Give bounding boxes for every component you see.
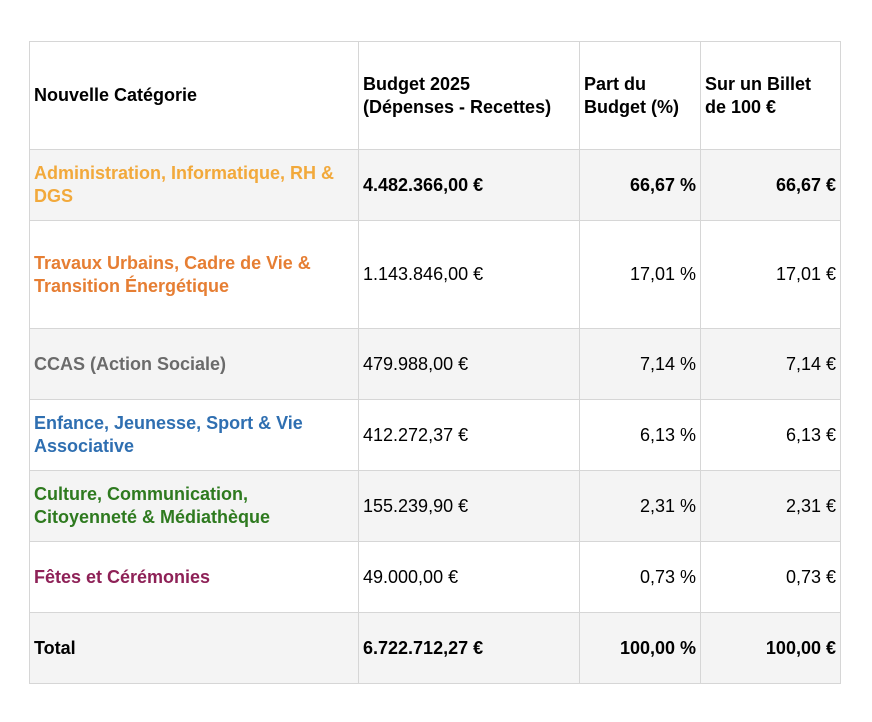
category-cell: Travaux Urbains, Cadre de Vie & Transiti… [29, 220, 359, 329]
budget-cell: 412.272,37 € [358, 399, 580, 471]
share-cell: 17,01 % [579, 220, 701, 329]
table-row: Administration, Informatique, RH & DGS 4… [29, 149, 841, 221]
share-cell: 2,31 % [579, 470, 701, 542]
category-cell: Administration, Informatique, RH & DGS [29, 149, 359, 221]
total-bill: 100,00 € [700, 612, 841, 684]
budget-cell: 479.988,00 € [358, 328, 580, 400]
category-cell: Fêtes et Cérémonies [29, 541, 359, 613]
total-share: 100,00 % [579, 612, 701, 684]
share-cell: 0,73 % [579, 541, 701, 613]
bill-cell: 17,01 € [700, 220, 841, 329]
budget-cell: 49.000,00 € [358, 541, 580, 613]
header-bill: Sur un Billet de 100 € [700, 41, 841, 150]
share-cell: 66,67 % [579, 149, 701, 221]
table-row: Fêtes et Cérémonies 49.000,00 € 0,73 % 0… [29, 541, 841, 613]
bill-cell: 0,73 € [700, 541, 841, 613]
bill-cell: 6,13 € [700, 399, 841, 471]
category-cell: Culture, Communication, Citoyenneté & Mé… [29, 470, 359, 542]
category-cell: CCAS (Action Sociale) [29, 328, 359, 400]
bill-cell: 66,67 € [700, 149, 841, 221]
table-row: CCAS (Action Sociale) 479.988,00 € 7,14 … [29, 328, 841, 400]
share-cell: 7,14 % [579, 328, 701, 400]
total-label: Total [29, 612, 359, 684]
table-total-row: Total 6.722.712,27 € 100,00 % 100,00 € [29, 612, 841, 684]
header-share: Part du Budget (%) [579, 41, 701, 150]
budget-cell: 1.143.846,00 € [358, 220, 580, 329]
total-budget: 6.722.712,27 € [358, 612, 580, 684]
header-budget: Budget 2025 (Dépenses - Recettes) [358, 41, 580, 150]
share-cell: 6,13 % [579, 399, 701, 471]
table-row: Culture, Communication, Citoyenneté & Mé… [29, 470, 841, 542]
budget-table: Nouvelle Catégorie Budget 2025 (Dépenses … [29, 41, 841, 684]
table-row: Travaux Urbains, Cadre de Vie & Transiti… [29, 220, 841, 329]
budget-cell: 155.239,90 € [358, 470, 580, 542]
table-header-row: Nouvelle Catégorie Budget 2025 (Dépenses … [29, 41, 841, 150]
budget-cell: 4.482.366,00 € [358, 149, 580, 221]
bill-cell: 7,14 € [700, 328, 841, 400]
bill-cell: 2,31 € [700, 470, 841, 542]
table-row: Enfance, Jeunesse, Sport & Vie Associati… [29, 399, 841, 471]
header-category: Nouvelle Catégorie [29, 41, 359, 150]
category-cell: Enfance, Jeunesse, Sport & Vie Associati… [29, 399, 359, 471]
